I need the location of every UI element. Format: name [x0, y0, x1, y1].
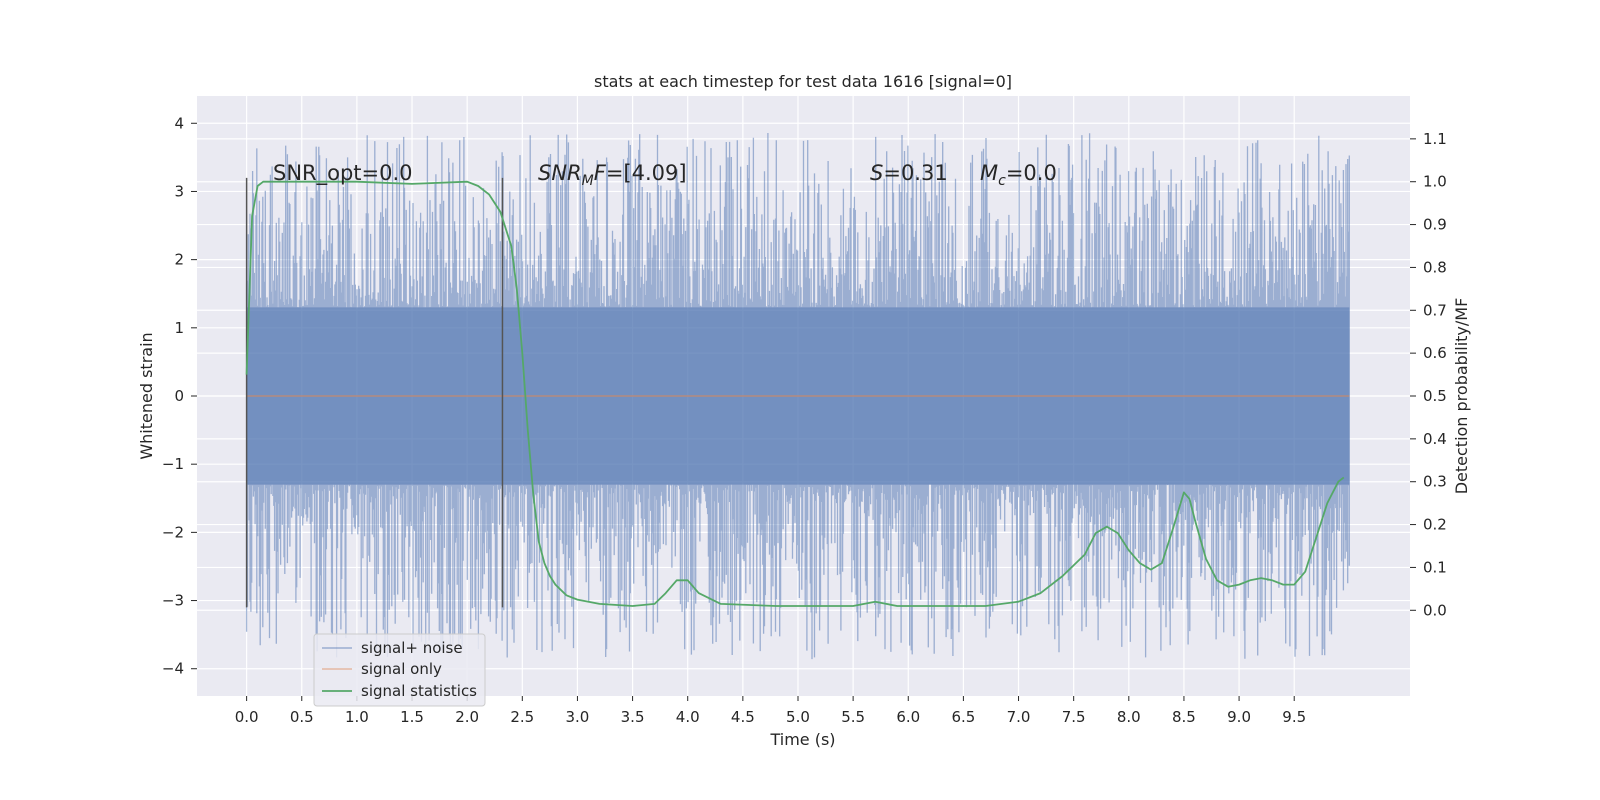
legend-label-noise: signal+ noise [361, 639, 463, 657]
y-axis-label: Whitened strain [137, 332, 156, 459]
signal-statistics-series [245, 180, 1345, 607]
annotation-snr-mf-value: =[4.09] [606, 161, 687, 185]
x-tick-label: 9.0 [1227, 708, 1251, 726]
legend: signal+ noise signal only signal statist… [313, 633, 486, 707]
y-tick-label: 3 [174, 182, 184, 200]
y2-tick-label: 0.8 [1423, 258, 1447, 276]
annotation-mc: Mc=0.0 [980, 161, 1057, 189]
y-tick-label: 1 [174, 319, 184, 337]
annotation-s-name: S [870, 161, 883, 185]
x-tick-label: 4.0 [676, 708, 700, 726]
y-tick-label: 4 [174, 114, 184, 132]
x-tick-label: 0.5 [290, 708, 314, 726]
y2-tick-label: 0.6 [1423, 344, 1447, 362]
y2-tick-label: 0.7 [1423, 301, 1447, 319]
x-tick-label: 3.5 [621, 708, 645, 726]
y2-tick-label: 0.9 [1423, 216, 1447, 234]
x-tick-label: 3.0 [566, 708, 590, 726]
annotation-snr-mf-sub: M [582, 173, 594, 189]
y2-tick-label: 0.5 [1423, 387, 1447, 405]
x-tick-label: 0.0 [235, 708, 259, 726]
signal-statistics-line [245, 180, 1345, 607]
x-tick-label: 2.0 [455, 708, 479, 726]
x-axis-ticks: 0.0 0.5 1.0 1.5 2.0 2.5 3.0 3.5 4.0 4.5 5.0 5.5 6.0 6… [235, 696, 1306, 726]
legend-label-statistics: signal statistics [361, 682, 477, 700]
y2-tick-label: 0.0 [1423, 601, 1447, 619]
annotation-s-value: =0.31 [883, 161, 947, 185]
x-tick-label: 8.5 [1172, 708, 1196, 726]
x-tick-label: 5.0 [786, 708, 810, 726]
y2-tick-label: 0.2 [1423, 516, 1447, 534]
y2-tick-label: 1.1 [1423, 130, 1447, 148]
y-tick-label: −2 [162, 523, 184, 541]
vertical-markers [245, 177, 504, 608]
annotation-snr-mf-rest: F [594, 161, 607, 185]
x-tick-label: 4.5 [731, 708, 755, 726]
x-tick-label: 6.5 [951, 708, 975, 726]
annotation-mc-value: =0.0 [1006, 161, 1057, 185]
chart-title: stats at each timestep for test data 161… [594, 72, 1012, 91]
x-tick-label: 9.5 [1282, 708, 1306, 726]
y2-tick-label: 0.3 [1423, 473, 1447, 491]
x-tick-label: 1.0 [345, 708, 369, 726]
y2-tick-label: 1.0 [1423, 173, 1447, 191]
annotation-snr-mf: SNRMF=[4.09] [538, 161, 687, 189]
x-tick-label: 6.0 [896, 708, 920, 726]
x-tick-label: 5.5 [841, 708, 865, 726]
x-tick-label: 2.5 [510, 708, 534, 726]
legend-box [313, 633, 486, 707]
legend-label-signal-only: signal only [361, 660, 442, 678]
annotation-snr-opt: SNR_opt=0.0 [273, 161, 413, 186]
annotation-mc-name: M [980, 161, 998, 185]
y-tick-label: −1 [162, 455, 184, 473]
x-tick-label: 8.0 [1117, 708, 1141, 726]
x-axis-label: Time (s) [769, 730, 835, 749]
y2-tick-label: 0.1 [1423, 558, 1447, 576]
x-tick-label: 7.5 [1062, 708, 1086, 726]
annotation-snr-mf-name: SNR [538, 161, 582, 185]
y-axis-ticks: 4 3 2 1 0 −1 −2 −3 −4 [162, 114, 197, 678]
x-tick-label: 1.5 [400, 708, 424, 726]
annotation-s: S=0.31 [870, 161, 948, 185]
annotation-mc-sub: c [998, 173, 1006, 189]
y-tick-label: −3 [162, 592, 184, 610]
y2-tick-label: 0.4 [1423, 430, 1447, 448]
y-tick-label: 0 [174, 387, 184, 405]
y-tick-label: 2 [174, 251, 184, 269]
x-tick-label: 7.0 [1007, 708, 1031, 726]
y2-axis-label: Detection probability/MF [1452, 298, 1471, 495]
y2-axis-ticks: 1.1 1.0 0.9 0.8 0.7 0.6 0.5 0.4 0.3 0.2 0.1 0.0 [1410, 130, 1447, 619]
y-tick-label: −4 [162, 660, 184, 678]
